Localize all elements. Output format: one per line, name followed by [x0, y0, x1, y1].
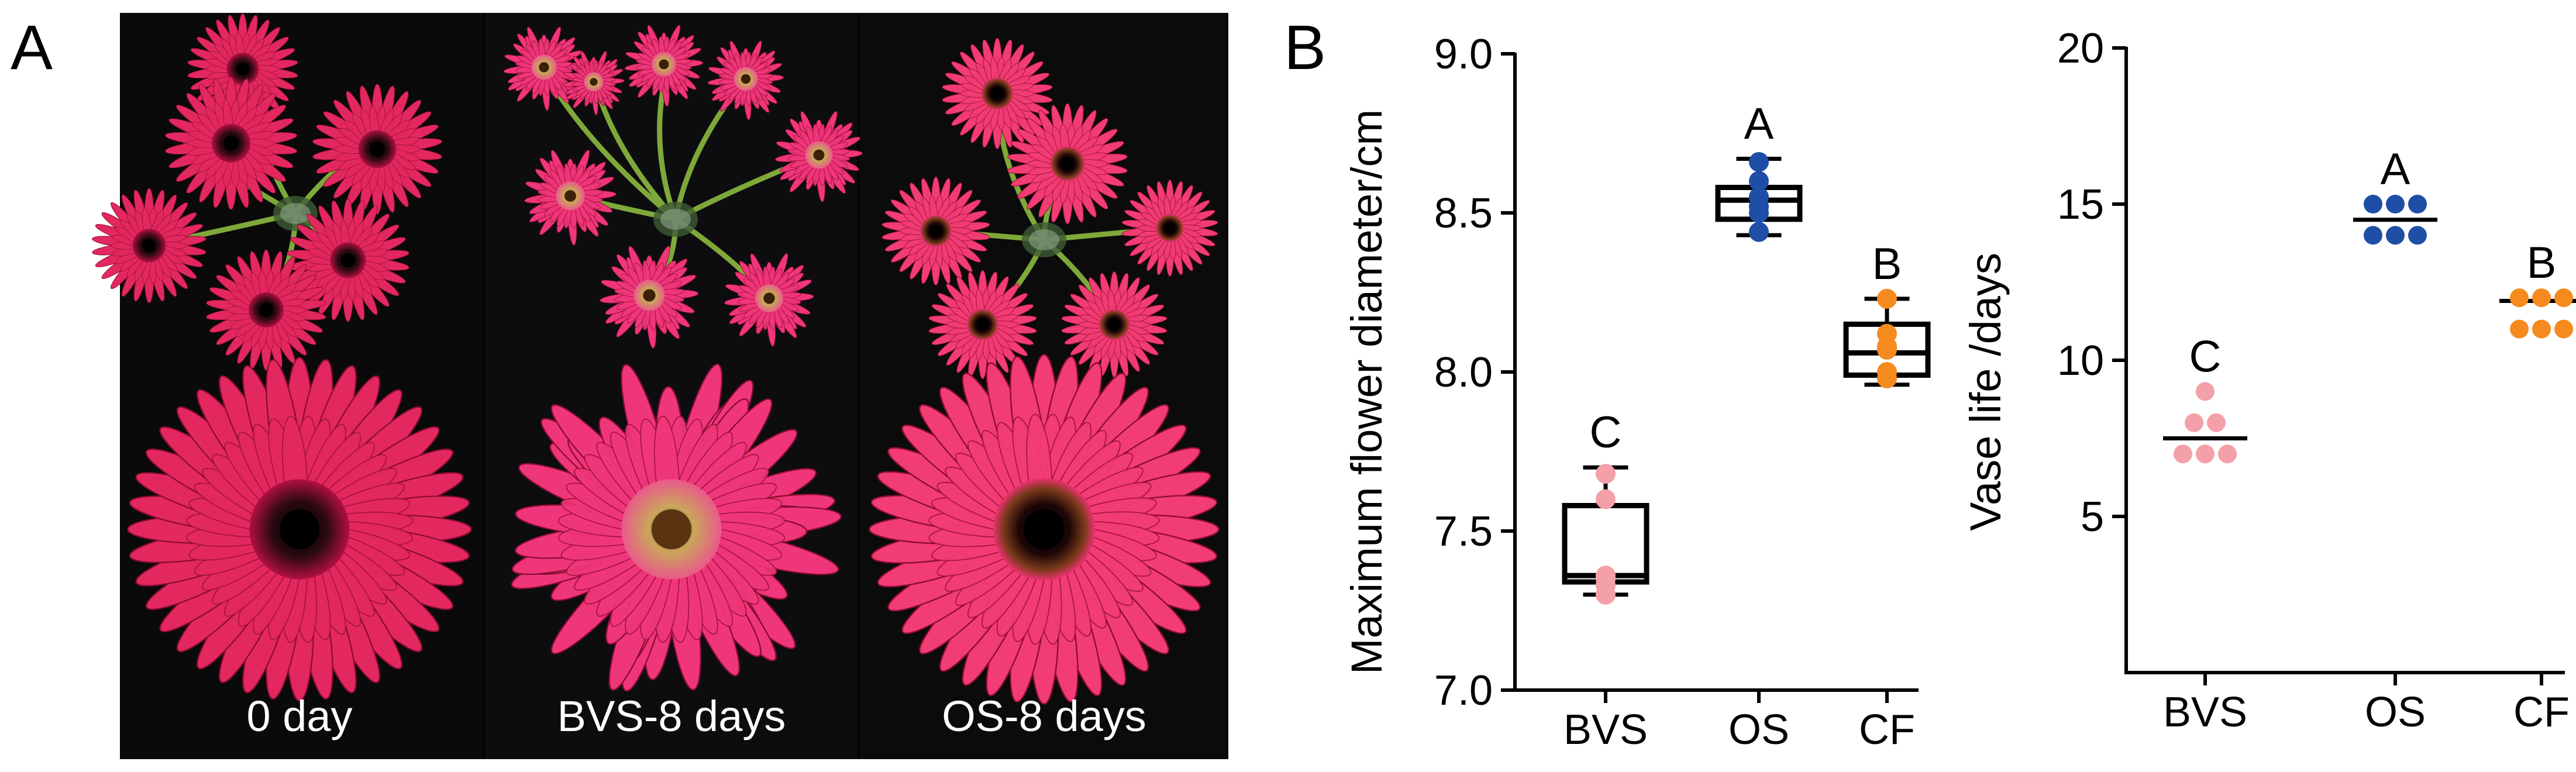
- data-point: [2386, 226, 2405, 245]
- series-cf: B: [1843, 239, 1931, 388]
- wilted-bunch-flower: [600, 246, 699, 349]
- photo-panel: 0 day BVS-8 days OS-8 days: [92, 13, 1228, 759]
- series-os: A: [2353, 144, 2437, 245]
- series-bvs: C: [2163, 332, 2247, 464]
- data-point: [1596, 489, 1616, 509]
- panel-a-label: A: [11, 12, 53, 82]
- fresh-bunch-flower: [165, 77, 297, 210]
- y-tick-label: 10: [2057, 337, 2104, 384]
- y-tick-label: 9.0: [1434, 31, 1493, 78]
- diameter-chart: Maximum flower diameter/cm 7.0 7.5 8.0 8.5 9…: [1342, 31, 1931, 753]
- closeup-flower-bvs-8-days: [511, 363, 842, 692]
- y-tick-label: 8.0: [1434, 349, 1493, 396]
- data-point: [2185, 413, 2203, 432]
- fresh-bunch-flower: [92, 188, 206, 304]
- significance-letter: B: [2527, 238, 2557, 288]
- open-bunch-flower: [1007, 103, 1128, 225]
- wilted-bunch-flower: [707, 40, 784, 120]
- y-tick-label: 8.5: [1434, 190, 1493, 237]
- data-point: [2554, 319, 2573, 339]
- data-point: [1877, 323, 1897, 344]
- y-tick-label: 7.0: [1434, 667, 1493, 714]
- data-point: [2218, 444, 2237, 464]
- x-tick-label: CF: [2513, 689, 2570, 736]
- data-point: [1749, 171, 1769, 191]
- closeup-flower-os-8-days: [869, 354, 1220, 705]
- photo-caption-bvs-8-days: BVS-8 days: [557, 692, 786, 740]
- data-point: [2408, 195, 2427, 213]
- x-tick-label: BVS: [1563, 706, 1648, 753]
- open-bunch-flower: [942, 37, 1053, 150]
- wilted-bunch-flower: [724, 253, 814, 347]
- photo-caption-0-day: 0 day: [246, 692, 352, 740]
- data-point: [1749, 222, 1769, 242]
- x-tick-label: OS: [1728, 706, 1789, 753]
- data-point: [2386, 195, 2405, 213]
- vase-life-chart: Vase life /days 5 10 15 20 BVS OS CF C A B: [1961, 25, 2576, 736]
- vase-life-y-axis-label: Vase life /days: [1961, 253, 2010, 531]
- data-point: [1877, 288, 1897, 309]
- data-point: [2408, 226, 2427, 245]
- y-tick-label: 15: [2057, 181, 2104, 228]
- wilted-bunch-flower: [562, 50, 625, 115]
- data-point: [2364, 226, 2382, 245]
- open-bunch-flower: [1121, 180, 1218, 277]
- wilted-bunch-flower: [775, 111, 863, 202]
- significance-letter: A: [2381, 144, 2410, 194]
- open-bunch-flower: [928, 270, 1037, 380]
- data-point: [2174, 444, 2192, 464]
- data-point: [1749, 187, 1769, 207]
- data-point: [1877, 362, 1897, 382]
- y-tick-label: 20: [2057, 25, 2104, 72]
- data-point: [1596, 464, 1616, 484]
- panel-b-label: B: [1284, 12, 1326, 82]
- significance-letter: B: [1872, 239, 1902, 289]
- y-tick-label: 5: [2081, 494, 2104, 540]
- series-os: A: [1715, 99, 1803, 242]
- fresh-bunch-flower: [206, 249, 326, 371]
- photo-caption-os-8-days: OS-8 days: [942, 692, 1146, 740]
- closeup-flower-0-day: [127, 357, 472, 702]
- open-bunch-flower: [1061, 271, 1168, 378]
- data-point: [2510, 319, 2529, 339]
- significance-letter: A: [1744, 99, 1774, 149]
- fresh-bunch-flower: [312, 84, 442, 215]
- wilted-bunch-flower: [524, 150, 617, 246]
- series-cf: B: [2499, 238, 2576, 339]
- diameter-y-axis-label: Maximum flower diameter/cm: [1342, 109, 1391, 674]
- significance-letter: C: [1590, 408, 1622, 457]
- data-point: [2196, 382, 2215, 401]
- open-bunch-flower: [881, 176, 990, 286]
- data-point: [2554, 288, 2573, 308]
- significance-letter: C: [2189, 332, 2222, 381]
- x-tick-label: OS: [2365, 689, 2426, 736]
- data-point: [2532, 288, 2551, 308]
- wilted-bunch-flower: [503, 26, 585, 111]
- series-bvs: C: [1562, 408, 1649, 605]
- x-tick-label: BVS: [2163, 689, 2247, 736]
- data-point: [1596, 568, 1616, 589]
- data-point: [2196, 444, 2215, 464]
- data-point: [2532, 319, 2551, 339]
- data-point: [1749, 151, 1769, 172]
- x-tick-label: CF: [1859, 706, 1915, 753]
- data-point: [2364, 195, 2382, 213]
- data-point: [2207, 413, 2226, 432]
- data-point: [2510, 288, 2529, 308]
- y-tick-label: 7.5: [1434, 508, 1493, 555]
- wilted-bunch-flower: [624, 25, 704, 107]
